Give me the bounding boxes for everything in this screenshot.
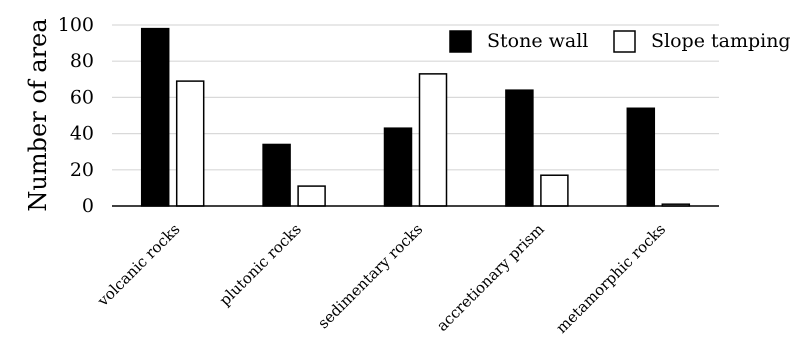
y-axis-label: Number of area <box>24 18 52 211</box>
legend-swatch <box>613 30 636 53</box>
x-tick-label: metamorphic rocks <box>552 220 669 337</box>
y-tick-label: 20 <box>70 159 94 181</box>
x-tick-labels: volcanic rocks plutonic rocks sedimentary … <box>93 220 669 337</box>
legend-swatch <box>449 30 472 53</box>
bar-stone-wall <box>140 27 170 207</box>
bars <box>140 27 691 207</box>
bar-stone-wall <box>626 107 656 207</box>
x-tick-label: volcanic rocks <box>93 220 183 310</box>
y-tick-labels: 0 20 40 60 80 100 <box>58 14 94 217</box>
legend: Stone wall Slope tamping <box>449 30 791 53</box>
x-tick-label: sedimentary rocks <box>314 220 426 332</box>
bar-stone-wall <box>505 89 534 207</box>
x-tick-label: plutonic rocks <box>216 220 305 309</box>
bar-stone-wall <box>262 143 291 207</box>
bar-slope-tamping <box>540 174 569 207</box>
bar-slope-tamping <box>418 73 448 207</box>
x-tick-label: accretionary prism <box>433 220 548 335</box>
bar-stone-wall <box>383 127 413 207</box>
y-tick-label: 60 <box>70 86 94 108</box>
legend-label: Slope tamping <box>651 30 791 52</box>
y-tick-label: 100 <box>58 14 94 36</box>
y-tick-label: 0 <box>82 195 94 217</box>
bar-slope-tamping <box>297 185 326 207</box>
y-tick-label: 40 <box>70 123 94 145</box>
gridlines <box>112 24 719 171</box>
bar-slope-tamping <box>175 80 205 207</box>
legend-label: Stone wall <box>487 30 588 52</box>
y-tick-label: 80 <box>70 50 94 72</box>
